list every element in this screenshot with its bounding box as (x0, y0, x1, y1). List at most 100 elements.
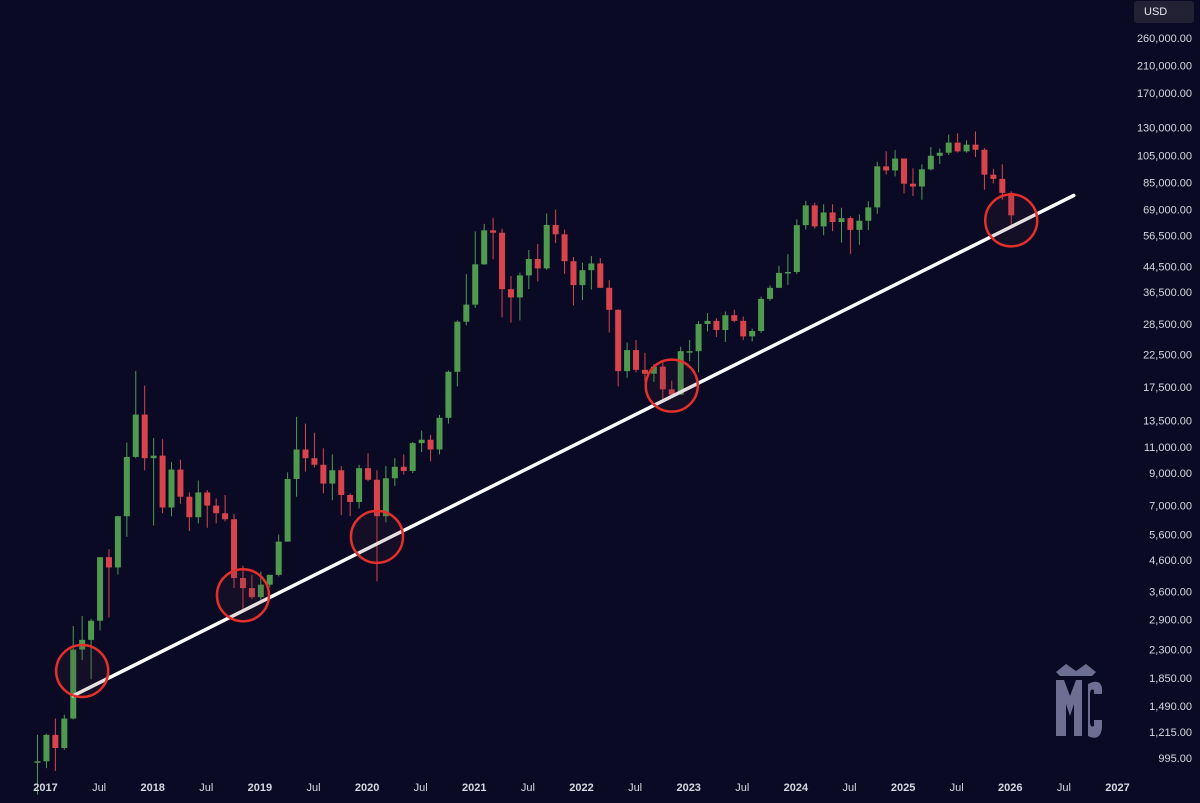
candle-body (972, 144, 979, 150)
price-tick-label: 28,500.00 (1143, 319, 1192, 331)
mc-logo (1056, 664, 1102, 738)
candle-body (713, 320, 720, 331)
candle-2024-11 (874, 161, 881, 214)
candle-body (579, 270, 586, 286)
candle-2020-08 (418, 430, 425, 452)
price-tick-label: 17,500.00 (1143, 382, 1192, 394)
candle-body (588, 263, 595, 271)
price-tick-label: 36,500.00 (1143, 287, 1192, 299)
candle-body (141, 414, 148, 459)
candle-body (257, 584, 264, 598)
candle-body (999, 178, 1006, 193)
candle-2024-10 (865, 201, 872, 231)
candle-body (436, 417, 443, 450)
candle-2019-12 (347, 493, 354, 517)
candle-2019-06 (293, 416, 300, 497)
candle-2022-09 (641, 352, 648, 383)
candle-body (231, 519, 238, 579)
time-tick-label: 2018 (140, 782, 164, 794)
candle-body (820, 212, 827, 227)
candle-2025-11 (981, 148, 988, 190)
candle-body (606, 287, 613, 310)
candle-body (239, 578, 246, 589)
candle-body (918, 169, 925, 187)
candle-2021-07 (516, 272, 523, 321)
price-tick-label: 3,600.00 (1149, 587, 1192, 599)
candle-body (624, 350, 631, 372)
candle-2022-02 (579, 262, 586, 301)
time-tick-label: Jul (199, 782, 213, 794)
candle-2025-01 (892, 150, 899, 177)
candle-2025-07 (945, 134, 952, 155)
candle-2020-09 (427, 434, 434, 462)
candle-body (1008, 192, 1015, 216)
candle-2022-05 (606, 280, 613, 333)
candle-body (275, 541, 282, 575)
candle-2019-01 (248, 574, 255, 600)
candle-body (767, 287, 774, 299)
candle-2019-03 (266, 574, 273, 588)
candle-body (391, 466, 398, 479)
candle-2017-03 (52, 718, 59, 771)
candle-2021-01 (463, 274, 470, 326)
candle-body (561, 234, 568, 262)
time-tick-label: 2017 (33, 782, 57, 794)
candle-body (302, 449, 309, 459)
candle-body (52, 734, 59, 748)
price-tick-label: 13,500.00 (1143, 416, 1192, 428)
candle-body (829, 212, 836, 222)
price-tick-label: 105,000.00 (1137, 150, 1192, 162)
time-tick-label: Jul (950, 782, 964, 794)
candle-body (186, 496, 193, 518)
highlight-circle-2 (215, 568, 271, 623)
candle-2017-10 (114, 515, 121, 575)
candle-body (740, 320, 747, 337)
candle-2021-10 (543, 213, 550, 270)
price-tick-label: 995.00 (1158, 753, 1192, 765)
candle-2021-11 (552, 209, 559, 244)
candle-body (570, 261, 577, 286)
price-tick-label: 1,215.00 (1149, 727, 1192, 739)
currency-badge[interactable]: USD (1134, 1, 1194, 23)
candle-body (409, 443, 416, 471)
candle-body (909, 183, 916, 187)
candle-2019-10 (329, 454, 336, 501)
candle-2024-04 (811, 202, 818, 229)
candle-2019-11 (338, 466, 345, 516)
candle-2023-01 (677, 346, 684, 395)
candle-body (34, 761, 41, 763)
candle-body (159, 455, 166, 508)
candle-2020-07 (409, 441, 416, 474)
candle-body (105, 557, 112, 568)
candle-body (88, 620, 95, 640)
candle-2018-10 (222, 494, 229, 522)
price-tick-label: 5,600.00 (1149, 529, 1192, 541)
candle-2018-09 (213, 498, 220, 524)
candle-2024-06 (829, 204, 836, 232)
candle-2024-07 (838, 207, 845, 243)
candle-body (722, 315, 729, 331)
candle-body (856, 220, 863, 230)
c-letter-icon (1088, 681, 1102, 738)
candle-2019-04 (275, 534, 282, 577)
time-tick-label: 2026 (998, 782, 1022, 794)
candle-body (811, 205, 818, 227)
candle-body (481, 230, 488, 265)
candle-body (454, 321, 461, 372)
candle-body (213, 505, 220, 514)
time-axis[interactable]: 2017 Jul 2018 Jul 2019 Jul 2020 Jul 2021 Jul 2022 J… (33, 782, 1129, 794)
price-tick-label: 7,000.00 (1149, 501, 1192, 513)
candle-2021-12 (561, 229, 568, 274)
price-tick-label: 2,900.00 (1149, 615, 1192, 627)
time-tick-label: Jul (414, 782, 428, 794)
time-tick-label: Jul (306, 782, 320, 794)
candle-body (865, 207, 872, 221)
price-axis[interactable]: 260,000.00 210,000.00 170,000.00 130,000.00… (1137, 33, 1192, 765)
candle-2021-08 (525, 249, 532, 290)
candle-body (901, 158, 908, 184)
candle-body (552, 224, 559, 235)
highlight-circle-1 (54, 643, 110, 699)
candle-2026-01 (999, 164, 1006, 200)
